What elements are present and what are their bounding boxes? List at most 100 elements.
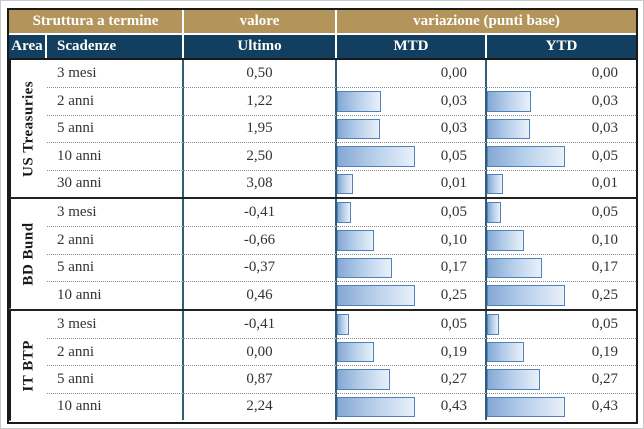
ytd-data-bar [487,257,542,279]
ytd-data-bar [487,313,499,335]
mtd-value-text: 0,27 [440,370,467,387]
ultimo-value-text: -0,37 [243,259,276,276]
ytd-data-bar [487,396,565,418]
ytd-value-text: 0,05 [591,315,618,332]
ultimo-value: -0,41 [184,310,337,338]
ytd-data-bar [487,230,524,251]
ultimo-value: -0,37 [184,253,337,282]
ytd-value: 0,27 [487,365,636,392]
mtd-data-bar [337,313,349,335]
ultimo-value: -0,41 [184,198,337,227]
mtd-value-text: 0,01 [440,175,467,192]
mtd-value-text: 0,43 [440,398,467,415]
ytd-value: 0,10 [487,226,636,253]
mtd-data-bar [337,257,392,279]
header-valore: valore [184,10,337,33]
mtd-value: 0,19 [337,337,487,366]
ytd-value: 0,03 [487,87,636,114]
header-area: Area [9,35,47,58]
mtd-data-bar [337,285,415,306]
mtd-value: 0,43 [337,392,487,421]
maturity-label-text: 5 anni [57,370,95,387]
ytd-value: 0,01 [487,169,636,197]
header-ultimo: Ultimo [184,35,337,58]
maturity-label-text: 2 anni [57,343,95,360]
maturity-label-text: 10 anni [57,286,102,303]
ultimo-value: 2,24 [184,392,337,421]
maturity-label-text: 3 mesi [57,65,97,82]
table-body: US Treasuries 3 mesi 0,50 0,00 0,00 2 anni 1,2… [9,60,636,422]
maturity-label: 2 anni [47,226,184,254]
mtd-value-text: 0,17 [440,259,467,276]
ytd-data-bar [487,118,530,140]
ytd-value: 0,03 [487,114,636,142]
ytd-value: 0,05 [487,311,636,338]
ytd-value-text: 0,10 [591,232,618,249]
ytd-data-bar [487,369,540,390]
mtd-data-bar [337,146,415,167]
ytd-value: 0,05 [487,142,636,169]
header-scadenze: Scadenze [47,35,184,58]
ytd-value-text: 0,05 [591,204,618,221]
mtd-value-text: 0,10 [440,232,467,249]
group-2: BD Bund 3 mesi -0,41 0,05 0,05 2 anni -0,66 0,1… [9,196,636,309]
maturity-label-text: 3 mesi [57,315,97,332]
mtd-value: 0,25 [337,281,487,309]
ytd-data-bar [487,285,565,306]
ultimo-value-text: 1,22 [246,93,273,110]
mtd-data-bar [337,369,390,390]
ultimo-value: 0,87 [184,365,337,393]
mtd-value-text: 0,03 [440,120,467,137]
mtd-data-bar [337,341,374,363]
header-ytd: YTD [545,38,578,54]
group-3: IT BTP 3 mesi -0,41 0,05 0,05 2 anni 0,00 0,19 0… [9,308,636,421]
maturity-label: 10 anni [47,281,184,309]
ultimo-value-text: 2,50 [246,147,273,164]
maturity-label: 30 anni [47,169,184,197]
maturity-label: 5 anni [47,253,184,282]
maturity-label: 10 anni [47,142,184,170]
ytd-value-text: 0,05 [591,147,618,164]
ultimo-value: 3,08 [184,169,337,197]
ultimo-value: 0,00 [184,337,337,366]
ultimo-value-text: 2,24 [246,398,273,415]
maturity-label: 5 anni [47,365,184,393]
ultimo-value-text: 0,46 [246,286,273,303]
mtd-value: 0,10 [337,226,487,254]
ytd-data-bar [487,341,524,363]
maturity-label: 3 mesi [47,198,184,227]
mtd-value: 0,05 [337,310,487,338]
ytd-value-text: 0,03 [591,120,618,137]
maturity-label: 3 mesi [47,60,184,88]
maturity-label-text: 5 anni [57,120,95,137]
ultimo-value-text: -0,66 [243,232,276,249]
ultimo-value-text: -0,41 [243,315,276,332]
ytd-data-bar [487,201,501,224]
mtd-value: 0,03 [337,87,487,115]
maturity-label: 10 anni [47,392,184,421]
mtd-value-text: 0,05 [440,315,467,332]
ultimo-value: 0,50 [184,60,337,88]
mtd-value: 0,03 [337,114,487,143]
mtd-value: 0,05 [337,198,487,227]
mtd-value: 0,05 [337,142,487,170]
mtd-value: 0,27 [337,365,487,393]
maturity-label-text: 10 anni [57,147,102,164]
ultimo-value: 2,50 [184,142,337,170]
ultimo-value: -0,66 [184,226,337,254]
ultimo-value-text: 3,08 [246,175,273,192]
header-struttura-a-termine: Struttura a termine [9,10,184,33]
mtd-value-text: 0,05 [440,204,467,221]
ytd-data-bar [487,146,565,167]
ultimo-value: 0,46 [184,281,337,309]
ultimo-value: 1,22 [184,87,337,115]
ytd-data-bar [487,91,531,112]
ytd-value-text: 0,17 [591,259,618,276]
area-label: IT BTP [9,310,47,421]
mtd-data-bar [337,396,415,418]
ultimo-value: 1,95 [184,114,337,143]
mtd-data-bar [337,118,380,140]
header-group-row: Struttura a termine valore variazione (p… [9,10,636,33]
ytd-value: 0,17 [487,253,636,281]
